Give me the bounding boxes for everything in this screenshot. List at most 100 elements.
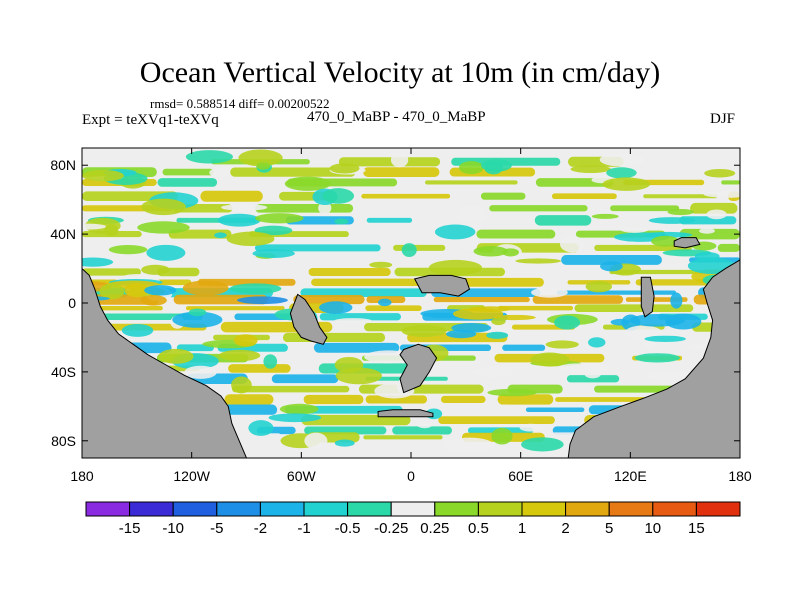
field-band-3 xyxy=(480,192,526,200)
field-band-5 xyxy=(601,217,647,224)
field-blob xyxy=(334,318,372,324)
field-band-21 xyxy=(232,385,350,393)
field-blob xyxy=(254,225,293,236)
field-band-4 xyxy=(255,203,354,213)
field-band-3 xyxy=(200,190,263,202)
field-blob xyxy=(233,334,258,347)
field-band-22 xyxy=(303,394,364,405)
field-blob xyxy=(144,285,177,296)
field-blob xyxy=(304,432,328,450)
field-band-1 xyxy=(162,168,214,176)
field-blob xyxy=(284,176,331,191)
field-blob xyxy=(620,226,649,233)
field-blob xyxy=(629,314,686,327)
field-band-16 xyxy=(517,333,623,342)
chart-title: Ocean Vertical Velocity at 10m (in cm/da… xyxy=(139,56,661,89)
field-blob xyxy=(502,248,519,257)
field-band-0 xyxy=(710,156,740,167)
x-tick-label: 180 xyxy=(70,468,94,484)
experiment-label: Expt = teXVq1-teXVq xyxy=(82,112,219,128)
field-band-9 xyxy=(82,268,141,276)
field-band-11 xyxy=(556,290,677,295)
field-blob xyxy=(279,403,319,415)
field-blob xyxy=(82,257,114,267)
field-blob xyxy=(473,246,508,257)
field-blob xyxy=(434,224,476,240)
field-band-6 xyxy=(679,228,740,240)
x-tick-label: 60W xyxy=(287,468,317,484)
colorbar-label: -0.5 xyxy=(335,520,361,537)
x-tick-label: 180 xyxy=(728,468,752,484)
colorbar-swatch xyxy=(85,501,131,517)
field-blob xyxy=(417,421,433,429)
field-blob xyxy=(229,283,282,294)
field-band-14 xyxy=(319,313,401,321)
field-blob xyxy=(184,365,217,379)
field-blob xyxy=(137,221,190,234)
plot-area xyxy=(82,148,740,458)
field-band-9 xyxy=(525,267,592,277)
field-band-19 xyxy=(228,364,291,373)
colorbar-label: -2 xyxy=(254,520,267,537)
field-blob xyxy=(334,439,355,447)
field-band-13 xyxy=(497,305,574,311)
colorbar-label: 5 xyxy=(605,520,613,537)
field-band-0 xyxy=(82,157,179,166)
x-tick-label: 120E xyxy=(614,468,647,484)
field-band-24 xyxy=(438,416,555,424)
field-blob xyxy=(486,331,509,339)
field-band-13 xyxy=(574,304,694,312)
colorbar-swatch xyxy=(216,501,261,517)
period-label: 470_0_MaBP - 470_0_MaBP xyxy=(307,109,486,125)
field-band-2 xyxy=(425,180,518,185)
field-blob xyxy=(390,152,409,168)
field-band-4 xyxy=(489,205,588,212)
field-blob xyxy=(214,232,227,239)
field-blob xyxy=(209,167,231,178)
colorbar-label: 2 xyxy=(561,520,569,537)
y-tick-label: 40N xyxy=(50,226,76,242)
field-band-11 xyxy=(300,288,427,298)
field-band-1 xyxy=(363,167,440,177)
field-band-6 xyxy=(353,231,461,237)
field-band-20 xyxy=(457,373,541,384)
field-band-8 xyxy=(561,255,662,265)
field-band-22 xyxy=(365,395,428,404)
y-tick-label: 40S xyxy=(51,364,76,380)
field-blob xyxy=(263,354,278,369)
colorbar-swatch xyxy=(390,501,436,517)
land-nw-islet xyxy=(673,237,701,249)
field-band-3 xyxy=(551,193,617,200)
colorbar-swatch xyxy=(565,501,610,517)
field-band-13 xyxy=(365,305,422,311)
field-blob xyxy=(606,167,637,179)
field-band-4 xyxy=(690,202,738,214)
field-blob xyxy=(218,349,261,362)
field-blob xyxy=(252,248,295,258)
field-blob xyxy=(256,162,271,170)
field-band-10 xyxy=(459,277,544,287)
field-band-18 xyxy=(264,354,352,362)
field-band-2 xyxy=(721,180,740,185)
field-band-0 xyxy=(338,157,441,167)
field-blob xyxy=(703,190,740,198)
field-blob xyxy=(458,161,484,175)
land-east-continent xyxy=(567,259,740,458)
field-blob xyxy=(602,177,651,191)
field-band-17 xyxy=(502,344,546,351)
y-tick-label: 80N xyxy=(50,157,76,173)
field-blob xyxy=(644,335,686,343)
colorbar-label: -10 xyxy=(162,520,184,537)
field-blob xyxy=(231,376,252,394)
field-band-22 xyxy=(497,394,554,405)
field-blob xyxy=(401,324,447,337)
field-band-5 xyxy=(534,215,592,226)
field-blob xyxy=(334,356,364,373)
colorbar-swatch xyxy=(347,501,392,517)
colorbar-label: 0.25 xyxy=(420,520,449,537)
land-small-island xyxy=(640,276,655,318)
field-blob xyxy=(255,213,304,224)
field-blob xyxy=(217,213,261,227)
field-blob xyxy=(487,388,538,397)
field-blob xyxy=(667,208,694,216)
